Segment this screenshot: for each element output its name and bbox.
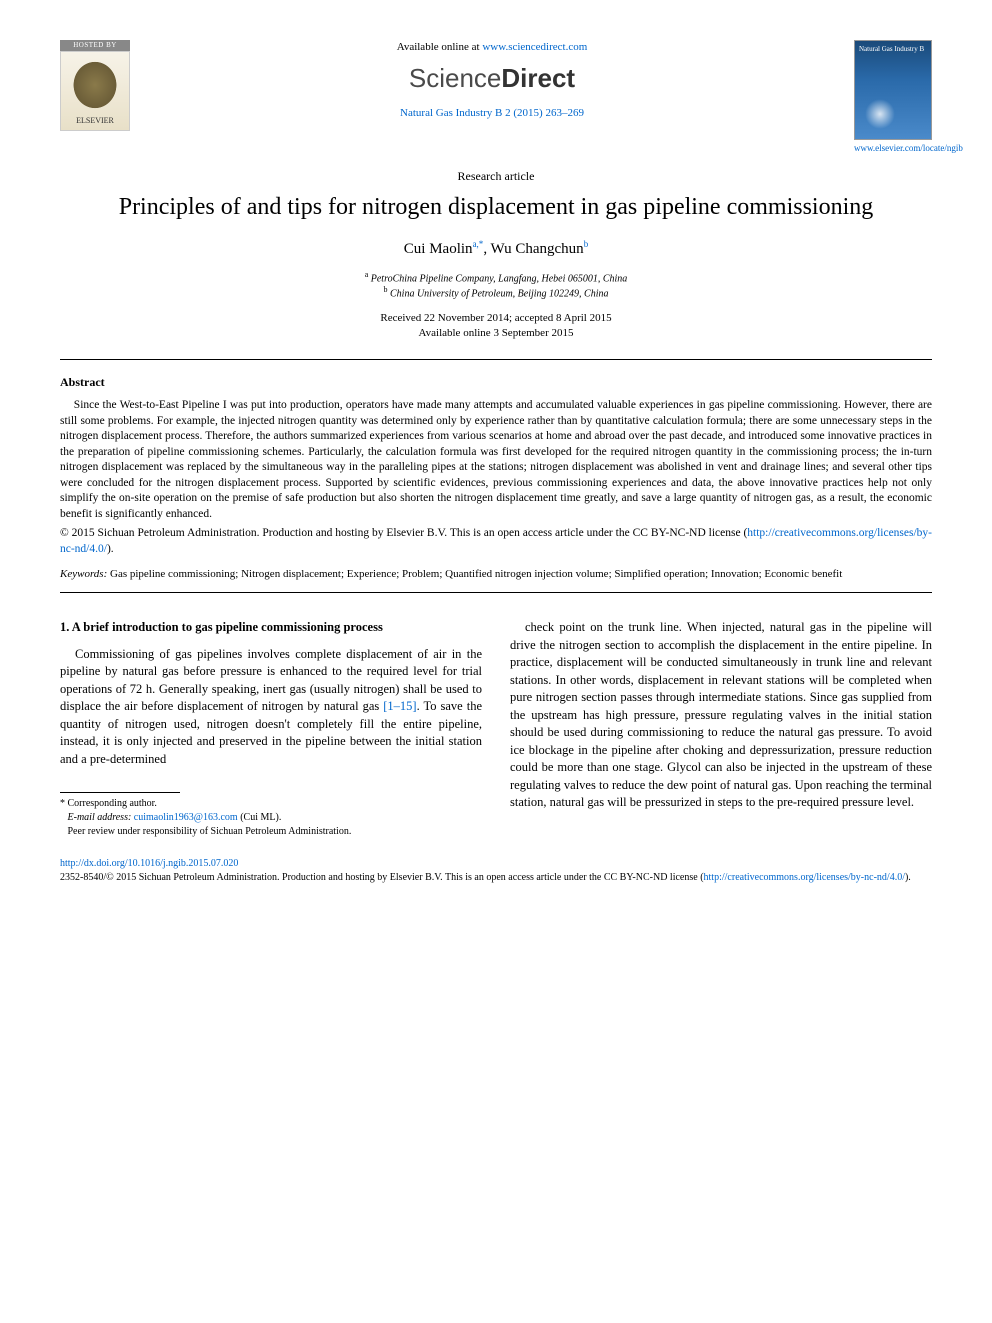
keywords-label: Keywords:	[60, 568, 107, 580]
elsevier-tree-icon	[70, 58, 120, 111]
article-title: Principles of and tips for nitrogen disp…	[100, 192, 892, 222]
footnotes: * Corresponding author. E-mail address: …	[60, 797, 482, 839]
column-right: check point on the trunk line. When inje…	[510, 619, 932, 839]
divider-top	[60, 359, 932, 360]
sciencedirect-logo: ScienceDirect	[140, 61, 844, 96]
cover-flare-icon	[865, 99, 895, 129]
journal-cover-block: Natural Gas Industry B www.elsevier.com/…	[854, 40, 932, 154]
publisher-badge: HOSTED BY ELSEVIER	[60, 40, 130, 131]
journal-ref-link[interactable]: Natural Gas Industry B 2 (2015) 263–269	[400, 107, 584, 119]
author-email-link[interactable]: cuimaolin1963@163.com	[134, 812, 238, 823]
available-online: Available online at www.sciencedirect.co…	[140, 40, 844, 55]
journal-cover-thumbnail: Natural Gas Industry B	[854, 40, 932, 140]
center-header: Available online at www.sciencedirect.co…	[130, 40, 854, 121]
email-line: E-mail address: cuimaolin1963@163.com (C…	[60, 811, 482, 825]
footnote-rule	[60, 792, 180, 793]
author-2-affil-link[interactable]: b	[584, 239, 589, 249]
ref-range-link[interactable]: [1–15]	[383, 699, 416, 713]
hosted-by-label: HOSTED BY	[60, 40, 130, 51]
sciencedirect-url-link[interactable]: www.sciencedirect.com	[482, 41, 587, 53]
abstract-heading: Abstract	[60, 374, 932, 390]
abstract-block: Since the West-to-East Pipeline I was pu…	[60, 398, 932, 557]
journal-homepage-link[interactable]: www.elsevier.com/locate/ngib	[854, 142, 932, 154]
body-columns: 1. A brief introduction to gas pipeline …	[60, 619, 932, 839]
article-type: Research article	[60, 168, 932, 184]
keywords-list: Gas pipeline commissioning; Nitrogen dis…	[107, 568, 842, 580]
author-1: Cui Maolin	[404, 241, 473, 257]
column-left: 1. A brief introduction to gas pipeline …	[60, 619, 482, 839]
copyright-line: © 2015 Sichuan Petroleum Administration.…	[60, 526, 932, 557]
footer-license-link[interactable]: http://creativecommons.org/licenses/by-n…	[704, 872, 905, 883]
section-1-para-right: check point on the trunk line. When inje…	[510, 619, 932, 812]
article-dates: Received 22 November 2014; accepted 8 Ap…	[60, 311, 932, 341]
doi-link[interactable]: http://dx.doi.org/10.1016/j.ngib.2015.07…	[60, 858, 238, 869]
section-1-heading: 1. A brief introduction to gas pipeline …	[60, 619, 482, 636]
abstract-text: Since the West-to-East Pipeline I was pu…	[60, 398, 932, 522]
authors: Cui Maolina,*, Wu Changchunb	[60, 238, 932, 259]
header-row: HOSTED BY ELSEVIER Available online at w…	[60, 40, 932, 154]
author-1-affil-link[interactable]: a,*	[473, 239, 484, 249]
issn-copyright-line: 2352-8540/© 2015 Sichuan Petroleum Admin…	[60, 871, 932, 885]
author-2: Wu Changchun	[491, 241, 584, 257]
affiliation-a: PetroChina Pipeline Company, Langfang, H…	[371, 273, 628, 284]
divider-bottom	[60, 592, 932, 593]
elsevier-name: ELSEVIER	[76, 116, 114, 127]
affiliations: a PetroChina Pipeline Company, Langfang,…	[60, 270, 932, 302]
affiliation-b: China University of Petroleum, Beijing 1…	[390, 289, 609, 300]
section-1-para-left: Commissioning of gas pipelines involves …	[60, 646, 482, 769]
keywords-block: Keywords: Gas pipeline commissioning; Ni…	[60, 567, 932, 582]
peer-review-note: Peer review under responsibility of Sich…	[60, 825, 482, 839]
page-footer: http://dx.doi.org/10.1016/j.ngib.2015.07…	[60, 857, 932, 884]
journal-reference: Natural Gas Industry B 2 (2015) 263–269	[140, 106, 844, 121]
corresponding-author-note: * Corresponding author.	[60, 797, 482, 811]
elsevier-logo: ELSEVIER	[60, 51, 130, 131]
